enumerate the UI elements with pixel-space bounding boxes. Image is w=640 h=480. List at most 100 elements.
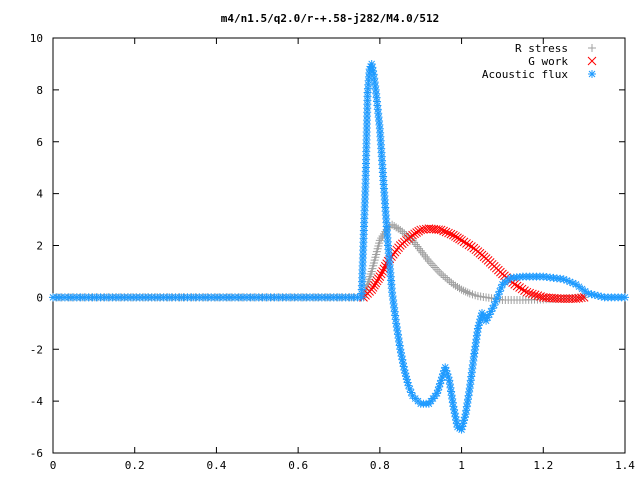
data-point xyxy=(571,294,581,304)
data-point xyxy=(411,240,420,249)
data-point xyxy=(445,380,454,389)
data-point xyxy=(368,63,377,72)
data-point xyxy=(453,423,462,432)
data-point xyxy=(471,338,480,347)
data-point xyxy=(494,290,503,299)
data-point xyxy=(562,276,571,285)
data-point xyxy=(457,285,466,294)
y-tick-labels: 10 8 6 4 2 0 -2 -4 -6 xyxy=(30,32,44,460)
data-point xyxy=(463,398,472,407)
data-point xyxy=(388,288,397,297)
data-point xyxy=(441,273,450,282)
data-point xyxy=(465,384,474,393)
data-point xyxy=(435,382,444,391)
data-point xyxy=(464,240,474,250)
data-point xyxy=(390,222,399,231)
data-point xyxy=(370,78,379,87)
data-point xyxy=(470,349,479,358)
data-point xyxy=(435,267,444,276)
data-point xyxy=(393,330,402,339)
data-point xyxy=(410,238,419,247)
data-point xyxy=(437,376,446,385)
data-point xyxy=(469,356,478,365)
data-point xyxy=(459,286,468,295)
data-point xyxy=(441,227,451,237)
data-point xyxy=(467,368,476,377)
data-point xyxy=(482,316,491,325)
data-point xyxy=(396,345,405,354)
data-point xyxy=(391,315,400,324)
data-point xyxy=(450,405,459,414)
data-point xyxy=(413,242,422,251)
data-point xyxy=(369,70,378,79)
x-tick-label: 0 xyxy=(50,459,57,472)
y-tick-label: 2 xyxy=(36,240,43,253)
data-point xyxy=(447,387,456,396)
data-point xyxy=(459,237,469,247)
data-point xyxy=(434,225,444,235)
x-tick-label: 0.6 xyxy=(288,459,308,472)
data-point xyxy=(587,290,596,299)
data-point xyxy=(421,252,430,261)
x-tick-label: 0.8 xyxy=(370,459,390,472)
data-point xyxy=(449,402,458,411)
data-point xyxy=(462,406,471,415)
data-point xyxy=(408,230,417,240)
data-point xyxy=(374,274,383,284)
data-point xyxy=(522,287,532,297)
data-point xyxy=(443,369,452,378)
data-point xyxy=(393,326,402,335)
data-point xyxy=(488,304,497,313)
data-point xyxy=(491,297,500,306)
data-point xyxy=(479,311,488,320)
data-point xyxy=(463,395,472,404)
data-point xyxy=(369,66,378,75)
data-point xyxy=(453,283,462,291)
x-tick-label: 1.2 xyxy=(533,459,553,472)
data-point xyxy=(445,376,454,385)
data-point xyxy=(571,280,580,289)
y-tick-label: 6 xyxy=(36,136,43,149)
data-point xyxy=(392,319,401,328)
data-point xyxy=(581,287,590,296)
data-point xyxy=(445,276,454,285)
data-point xyxy=(376,269,386,279)
data-point xyxy=(471,342,480,351)
data-point xyxy=(399,362,408,371)
x-tick-label: 0.4 xyxy=(206,459,226,472)
data-point xyxy=(419,250,428,259)
data-point xyxy=(375,272,385,281)
data-point xyxy=(448,398,457,407)
data-point xyxy=(395,341,404,350)
series-acoustic-flux xyxy=(49,59,629,434)
data-point xyxy=(485,310,494,319)
data-point xyxy=(436,379,445,388)
data-point xyxy=(468,360,477,369)
data-point xyxy=(423,254,432,263)
data-point xyxy=(478,308,486,317)
data-point xyxy=(469,353,478,362)
data-point xyxy=(574,293,584,303)
data-point xyxy=(460,413,469,422)
data-point xyxy=(621,293,629,302)
data-point xyxy=(597,292,606,301)
data-point xyxy=(375,236,384,245)
legend-label: Acoustic flux xyxy=(482,68,568,81)
data-point xyxy=(370,74,379,83)
data-point xyxy=(418,248,427,257)
data-point xyxy=(578,284,587,293)
data-point xyxy=(434,386,443,395)
data-point xyxy=(402,375,411,384)
series-r-stress xyxy=(49,220,589,304)
data-point xyxy=(395,337,404,346)
data-point xyxy=(517,284,527,294)
x-tick-labels: 0 0.2 0.4 0.6 0.8 1 1.2 1.4 xyxy=(50,459,636,472)
data-point xyxy=(525,288,535,298)
data-point xyxy=(436,225,446,235)
data-point xyxy=(442,366,451,375)
data-point xyxy=(448,394,457,403)
data-point xyxy=(391,311,400,320)
data-point xyxy=(446,383,455,392)
data-point xyxy=(416,225,426,235)
